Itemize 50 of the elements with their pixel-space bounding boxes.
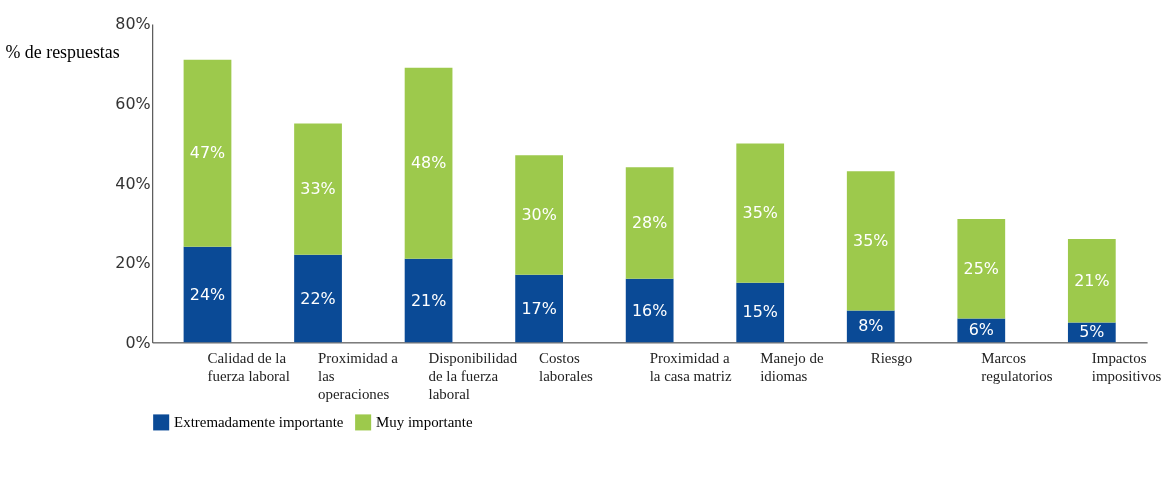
bar [625, 278, 674, 343]
data-label: 47% [189, 143, 226, 163]
data-label: 30% [521, 204, 557, 224]
x-tick-label: Proximidad a la casa matriz [649, 349, 732, 384]
y-tick-label: 20% [115, 253, 151, 273]
x-tick-label: Marcos regulatorios [981, 349, 1053, 384]
data-label: 28% [631, 212, 668, 232]
bar [515, 155, 563, 275]
y-tick-label: 60% [115, 94, 151, 114]
legend-label: Muy importante [376, 414, 473, 431]
x-tick-label: Costos laborales [539, 349, 594, 384]
bar [736, 282, 785, 343]
bar [404, 258, 453, 343]
data-label: 21% [410, 290, 447, 310]
data-label: 48% [410, 153, 447, 173]
bar [294, 123, 342, 255]
bar [294, 254, 342, 343]
data-label: 35% [742, 203, 778, 222]
x-tick-label: Riesgo [870, 349, 913, 366]
bar [183, 246, 232, 343]
data-label: 8% [858, 316, 884, 336]
data-label: 35% [853, 230, 889, 250]
data-label: 21% [1074, 270, 1110, 290]
y-tick-label: 0% [125, 332, 151, 352]
data-label: 22% [300, 288, 336, 308]
bar [1067, 238, 1116, 323]
legend-label: Extremadamente importante [174, 414, 344, 431]
data-label: 5% [1079, 322, 1105, 342]
y-tick-label: 80% [115, 14, 151, 34]
bar [957, 219, 1006, 319]
data-label: 25% [963, 258, 999, 278]
data-label: 16% [631, 300, 668, 320]
bar [404, 67, 453, 259]
bar [515, 274, 563, 343]
y-tick-label: 40% [115, 173, 151, 193]
data-label: 15% [742, 302, 778, 322]
y-axis-title: % de respuestas [5, 42, 120, 63]
x-tick-label: Proximidad a las operaciones [318, 349, 399, 402]
data-label: 24% [189, 284, 226, 304]
bar [846, 171, 895, 311]
x-tick-label: Calidad de la fuerza laboral [207, 349, 290, 384]
data-label: 33% [300, 179, 336, 199]
data-label: 6% [968, 320, 994, 340]
x-tick-label: Manejo de idiomas [760, 349, 824, 384]
x-tick-label: Disponibilidad de la fuerza laboral [428, 349, 518, 402]
bar [183, 59, 232, 247]
x-tick-label: Impactos impositivos [1091, 349, 1162, 384]
data-label: 17% [521, 298, 557, 318]
bar [625, 167, 674, 279]
bar [736, 143, 785, 283]
